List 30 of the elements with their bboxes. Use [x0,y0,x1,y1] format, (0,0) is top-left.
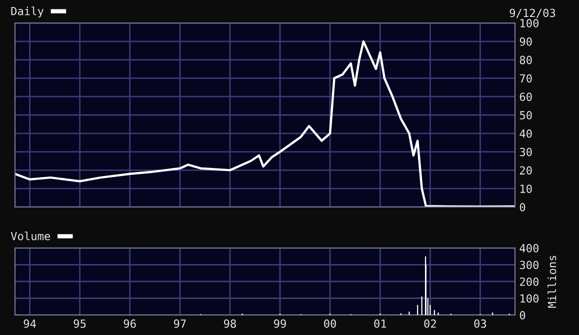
x-tick-label: 02 [424,319,436,328]
x-tick-label: 95 [74,319,86,328]
y-tick-label: 400 [520,244,539,252]
x-tick-label: 99 [274,319,286,328]
y-tick-label: 90 [520,37,532,46]
y-tick-label: 70 [520,74,532,83]
x-tick-label: 98 [224,319,236,328]
y-tick-label: 40 [520,129,532,138]
x-tick-label: 00 [324,319,336,328]
x-tick-label: 94 [24,319,36,328]
legend-label: Volume [10,232,50,240]
y-tick-label: 200 [520,278,539,286]
y-tick-label: 0 [520,203,526,212]
y-tick-label: 20 [520,166,532,175]
y-tick-label: 0 [520,311,526,320]
y-tick-label: 100 [520,19,539,28]
x-tick-label: 96 [124,319,136,328]
y-axis-title: Millions [548,256,556,308]
text: 9/12/03 [510,8,556,18]
legend-label: Daily [11,6,44,18]
x-tick-label: 97 [174,319,186,328]
y-tick-label: 10 [520,184,532,194]
y-tick-label: 80 [520,56,532,64]
y-tick-label: 60 [520,92,532,102]
y-tick-label: 100 [520,294,539,303]
x-tick-label: 01 [374,319,386,328]
y-tick-label: 30 [520,148,532,156]
y-tick-label: 300 [520,260,539,270]
x-tick-label: 03 [474,319,486,328]
y-tick-label: 50 [520,111,532,120]
